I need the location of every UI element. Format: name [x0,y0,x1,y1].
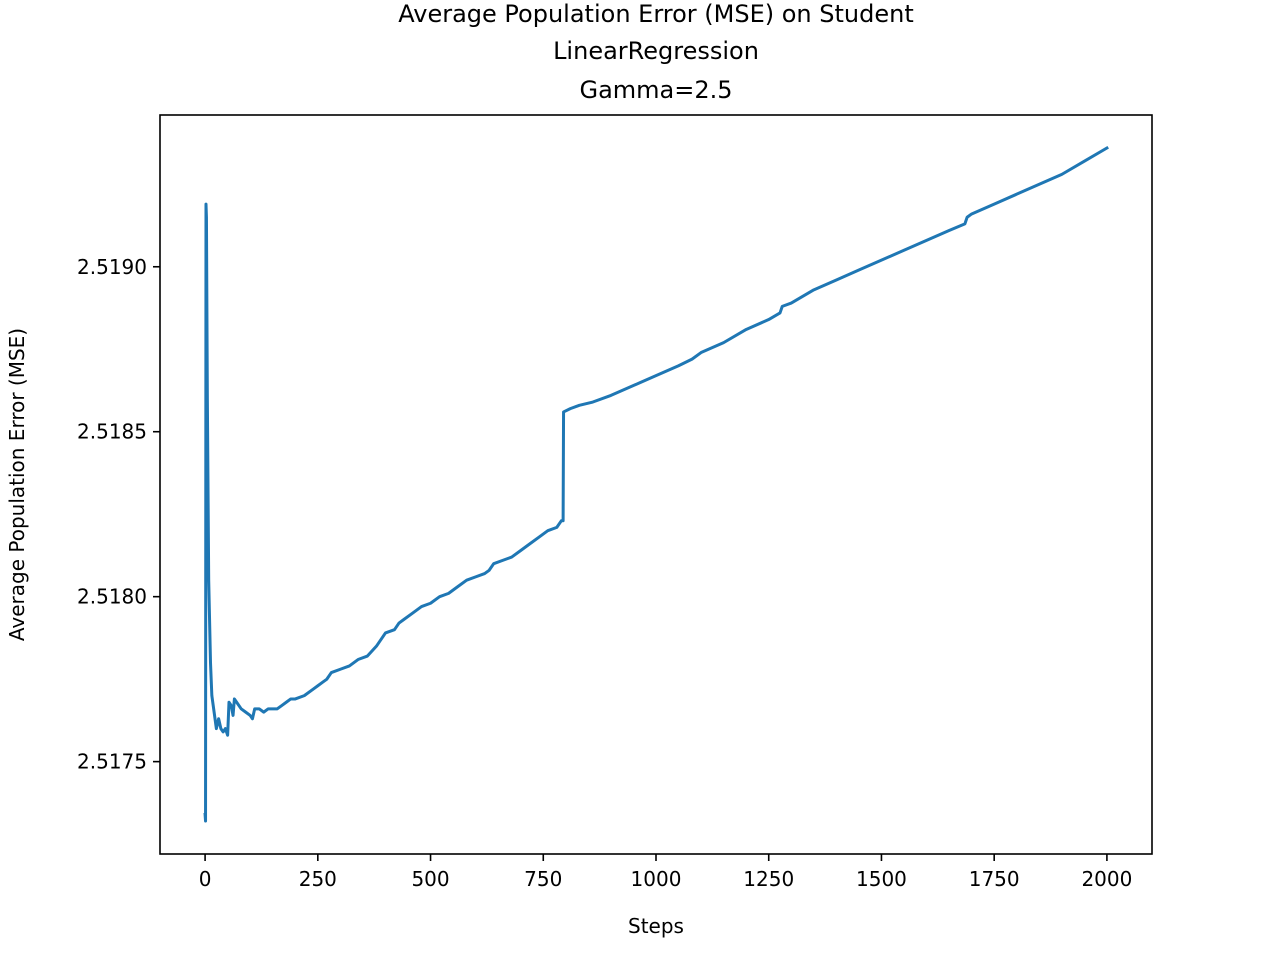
chart-title-line-1: Average Population Error (MSE) on Studen… [398,0,914,28]
y-tick-label: 2.5175 [77,750,147,774]
x-tick-label: 750 [524,867,562,891]
x-axis-label: Steps [628,914,684,938]
y-tick-label: 2.5190 [77,255,147,279]
x-tick-label: 1500 [856,867,907,891]
x-tick-label: 1000 [631,867,682,891]
x-axis-ticks: 0 250 500 750 1000 1250 1500 1750 2000 [199,854,1132,891]
x-tick-label: 2000 [1081,867,1132,891]
x-tick-label: 1250 [743,867,794,891]
plot-area [160,115,1152,854]
y-tick-label: 2.5180 [77,585,147,609]
y-axis-label: Average Population Error (MSE) [5,328,29,641]
y-tick-label: 2.5185 [77,420,147,444]
y-axis-ticks: 2.5175 2.5180 2.5185 2.5190 [77,255,160,774]
x-tick-label: 1750 [969,867,1020,891]
chart-title-line-3: Gamma=2.5 [579,76,732,104]
series-line-1 [203,145,1109,823]
x-tick-label: 0 [199,867,212,891]
x-tick-label: 500 [411,867,449,891]
series-group [203,145,1109,823]
chart-title: Average Population Error (MSE) on Studen… [398,0,914,104]
x-tick-label: 250 [299,867,337,891]
chart-title-line-2: LinearRegression [553,37,759,65]
